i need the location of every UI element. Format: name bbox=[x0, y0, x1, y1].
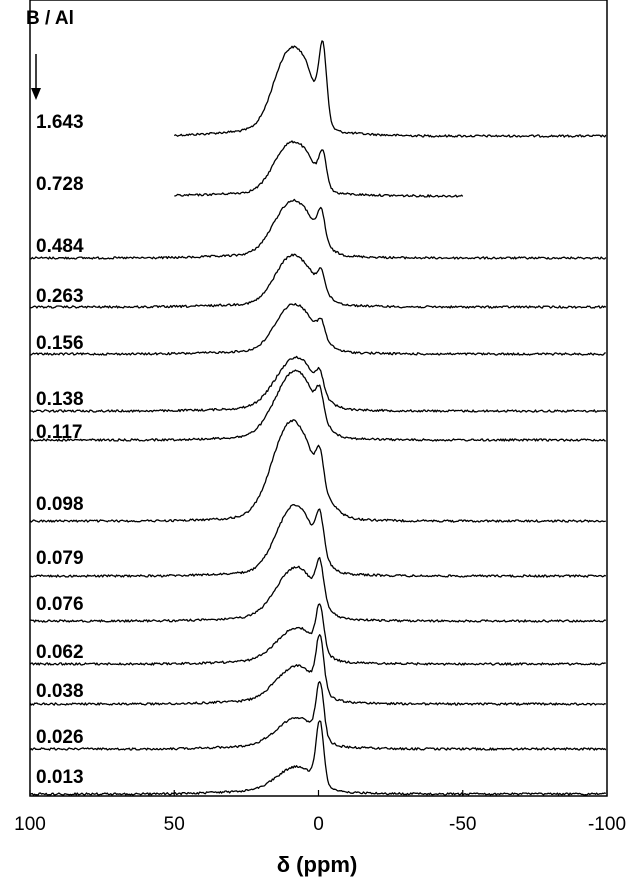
series-label: 0.013 bbox=[36, 767, 84, 788]
series-label: 0.138 bbox=[36, 389, 84, 410]
series-label: 0.038 bbox=[36, 681, 84, 702]
series-labels: 1.643 0.728 0.484 0.263 0.156 0.138 0.117 0.098… bbox=[36, 112, 84, 788]
down-arrow-icon bbox=[31, 54, 41, 100]
x-tick-label: 100 bbox=[14, 814, 46, 835]
x-tick-label: -100 bbox=[588, 814, 626, 835]
spectrum-trace bbox=[29, 369, 606, 442]
series-label: 0.156 bbox=[36, 333, 84, 354]
spectrum-trace bbox=[29, 556, 607, 623]
series-label: 0.076 bbox=[36, 594, 84, 615]
spectrum-trace bbox=[29, 302, 606, 356]
x-tick-label: 50 bbox=[164, 814, 185, 835]
series-label: 0.263 bbox=[36, 286, 84, 307]
x-axis-tick-labels: 100 50 0 -50 -100 bbox=[14, 814, 626, 835]
plot-frame bbox=[29, 0, 608, 797]
spectrum-trace bbox=[30, 198, 607, 260]
x-axis-title: δ (ppm) bbox=[277, 852, 358, 877]
series-label: 0.728 bbox=[36, 174, 84, 195]
legend-title: B / Al bbox=[26, 8, 74, 29]
series-label: 0.117 bbox=[36, 422, 83, 443]
spectrum-trace bbox=[29, 355, 607, 413]
series-label: 0.062 bbox=[36, 642, 84, 663]
series-label: 0.026 bbox=[36, 727, 84, 748]
series-label: 0.079 bbox=[36, 548, 84, 569]
x-tick-label: 0 bbox=[313, 814, 324, 835]
spectrum-trace bbox=[173, 40, 607, 138]
series-label: 0.484 bbox=[36, 236, 84, 257]
spectrum-trace bbox=[29, 419, 606, 523]
spectrum-trace bbox=[29, 634, 607, 706]
spectrum-trace bbox=[174, 140, 464, 198]
spectrum-trace bbox=[29, 720, 607, 796]
spectra-traces bbox=[29, 40, 607, 796]
series-label: 1.643 bbox=[36, 112, 84, 133]
spectrum-trace bbox=[29, 603, 606, 666]
spectrum-trace bbox=[29, 503, 607, 578]
x-tick-label: -50 bbox=[449, 814, 476, 835]
spectrum-trace bbox=[29, 253, 607, 309]
series-label: 0.098 bbox=[36, 494, 84, 515]
spectrum-trace bbox=[29, 681, 607, 751]
